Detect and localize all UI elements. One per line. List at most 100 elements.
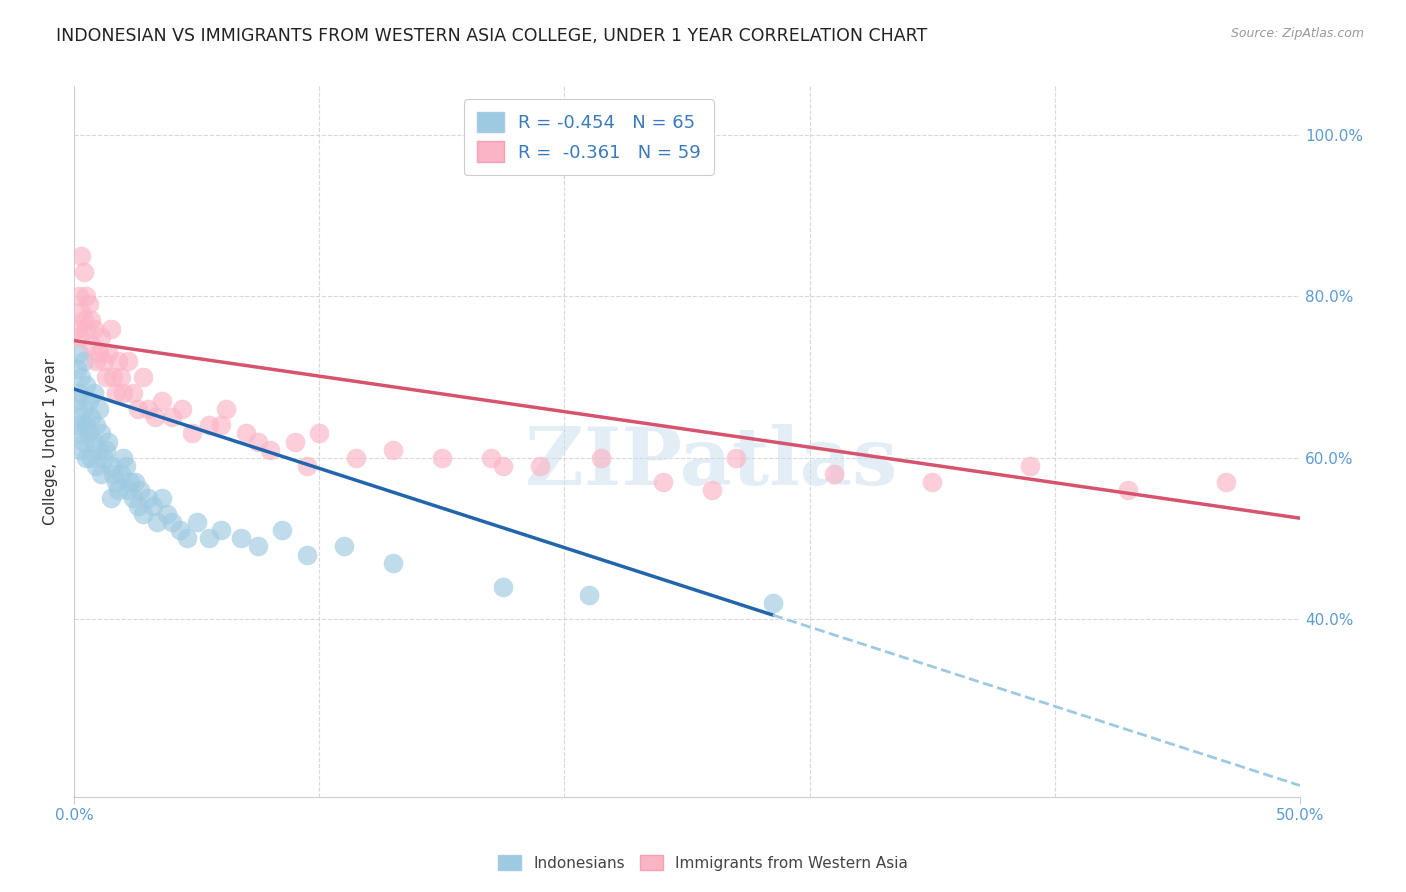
- Point: [67, 329, 90, 343]
- Point: [75, 450, 97, 465]
- Point: [591, 450, 613, 465]
- Point: [136, 402, 159, 417]
- Point: [97, 434, 120, 449]
- Point: [103, 370, 125, 384]
- Point: [122, 386, 145, 401]
- Legend: R = -0.454   N = 65, R =  -0.361   N = 59: R = -0.454 N = 65, R = -0.361 N = 59: [464, 99, 714, 175]
- Y-axis label: College, Under 1 year: College, Under 1 year: [44, 358, 58, 525]
- Text: Source: ZipAtlas.com: Source: ZipAtlas.com: [1230, 27, 1364, 40]
- Point: [333, 540, 356, 554]
- Point: [1019, 458, 1042, 473]
- Point: [70, 305, 93, 319]
- Point: [84, 418, 107, 433]
- Point: [492, 458, 515, 473]
- Point: [132, 370, 155, 384]
- Point: [104, 386, 127, 401]
- Point: [295, 548, 318, 562]
- Point: [176, 532, 198, 546]
- Legend: Indonesians, Immigrants from Western Asia: Indonesians, Immigrants from Western Asi…: [489, 846, 917, 880]
- Point: [65, 394, 87, 409]
- Point: [169, 524, 191, 538]
- Point: [70, 410, 93, 425]
- Point: [160, 515, 183, 529]
- Text: ZIPatlas: ZIPatlas: [526, 424, 897, 502]
- Point: [246, 434, 269, 449]
- Point: [75, 418, 97, 433]
- Point: [94, 442, 117, 457]
- Point: [100, 491, 122, 505]
- Point: [430, 450, 453, 465]
- Point: [762, 596, 785, 610]
- Point: [83, 386, 105, 401]
- Point: [823, 467, 845, 481]
- Point: [70, 370, 93, 384]
- Point: [180, 426, 202, 441]
- Point: [104, 475, 127, 489]
- Point: [127, 499, 149, 513]
- Point: [90, 329, 112, 343]
- Point: [73, 402, 96, 417]
- Point: [97, 345, 120, 359]
- Point: [87, 345, 110, 359]
- Point: [73, 313, 96, 327]
- Point: [295, 458, 318, 473]
- Point: [921, 475, 943, 489]
- Point: [578, 588, 600, 602]
- Point: [120, 475, 142, 489]
- Point: [75, 378, 97, 392]
- Point: [246, 540, 269, 554]
- Point: [73, 265, 96, 279]
- Point: [235, 426, 257, 441]
- Point: [284, 434, 307, 449]
- Point: [100, 458, 122, 473]
- Point: [100, 321, 122, 335]
- Text: INDONESIAN VS IMMIGRANTS FROM WESTERN ASIA COLLEGE, UNDER 1 YEAR CORRELATION CHA: INDONESIAN VS IMMIGRANTS FROM WESTERN AS…: [56, 27, 928, 45]
- Point: [77, 394, 100, 409]
- Point: [73, 353, 96, 368]
- Point: [103, 467, 125, 481]
- Point: [160, 410, 183, 425]
- Point: [1215, 475, 1237, 489]
- Point: [142, 499, 165, 513]
- Point: [127, 402, 149, 417]
- Point: [70, 249, 93, 263]
- Point: [117, 353, 139, 368]
- Point: [110, 370, 132, 384]
- Point: [107, 353, 129, 368]
- Point: [114, 458, 136, 473]
- Point: [186, 515, 208, 529]
- Point: [80, 410, 103, 425]
- Point: [77, 297, 100, 311]
- Point: [67, 386, 90, 401]
- Point: [198, 532, 221, 546]
- Point: [83, 434, 105, 449]
- Point: [229, 532, 252, 546]
- Point: [381, 556, 404, 570]
- Point: [209, 418, 232, 433]
- Point: [87, 402, 110, 417]
- Point: [492, 580, 515, 594]
- Point: [344, 450, 367, 465]
- Point: [84, 353, 107, 368]
- Point: [271, 524, 294, 538]
- Point: [122, 491, 145, 505]
- Point: [93, 353, 115, 368]
- Point: [156, 507, 179, 521]
- Point: [65, 362, 87, 376]
- Point: [146, 515, 169, 529]
- Point: [529, 458, 551, 473]
- Point: [129, 483, 152, 497]
- Point: [80, 313, 103, 327]
- Point: [651, 475, 673, 489]
- Point: [209, 524, 232, 538]
- Point: [381, 442, 404, 457]
- Point: [75, 321, 97, 335]
- Point: [700, 483, 723, 497]
- Point: [90, 426, 112, 441]
- Point: [117, 483, 139, 497]
- Point: [67, 289, 90, 303]
- Point: [65, 321, 87, 335]
- Point: [1118, 483, 1140, 497]
- Point: [112, 450, 135, 465]
- Point: [80, 337, 103, 351]
